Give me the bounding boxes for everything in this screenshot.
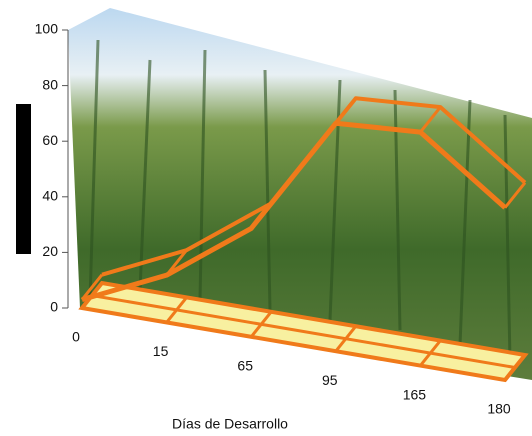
y-tick-label: 40 <box>42 188 58 204</box>
x-tick-label: 65 <box>237 358 253 374</box>
x-tick-label: 180 <box>487 401 511 417</box>
chart: Días de Desarrollo 0 20 40 60 80 100 0 15 65 95 16… <box>0 0 532 436</box>
y-tick-label: 20 <box>42 243 58 259</box>
x-tick-label: 15 <box>153 343 169 359</box>
y-tick-label: 60 <box>42 132 58 148</box>
x-tick-label: 95 <box>322 372 338 388</box>
x-tick-label: 165 <box>403 386 427 402</box>
y-tick-label: 0 <box>50 299 58 315</box>
x-axis-title: Días de Desarrollo <box>172 416 288 432</box>
y-tick-label: 100 <box>35 21 59 37</box>
y-tick-label: 80 <box>42 76 58 92</box>
axis-label-redacted <box>16 104 31 254</box>
x-tick-label: 0 <box>72 329 80 345</box>
